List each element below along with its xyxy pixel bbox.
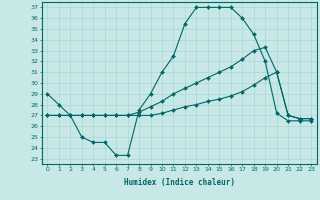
X-axis label: Humidex (Indice chaleur): Humidex (Indice chaleur) [124, 178, 235, 187]
